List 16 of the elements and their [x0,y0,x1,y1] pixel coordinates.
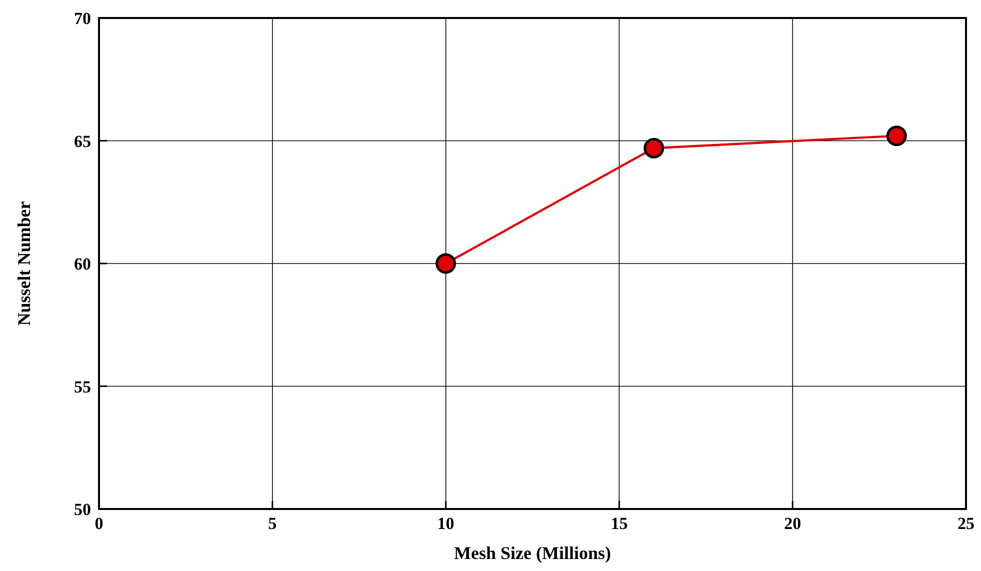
x-tick-label: 15 [610,514,628,533]
x-tick-label: 25 [958,514,974,533]
point [886,126,907,146]
y-tick-label: 55 [74,377,91,396]
x-tick-label: 0 [94,514,104,533]
y-tick-label: 50 [74,500,91,519]
y-tick-label: 65 [74,132,91,151]
point [436,253,456,274]
x-tick-label: 5 [268,514,277,533]
point [644,138,664,158]
x-axis-title: Mesh Size (Millions) [454,543,611,563]
y-tick-label: 60 [74,254,91,274]
x-tick-label: 20 [784,514,802,533]
y-tick-label: 70 [74,9,91,28]
y-axis-title: Nusselt Number [14,201,34,326]
x-tick-label: 10 [437,514,454,533]
